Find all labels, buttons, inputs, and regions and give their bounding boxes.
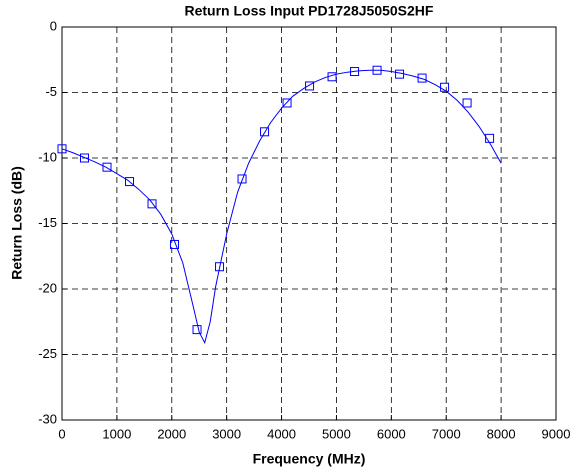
marker <box>305 81 315 91</box>
x-tick-label: 9000 <box>542 426 571 441</box>
marker <box>485 133 495 143</box>
marker <box>57 144 67 154</box>
marker <box>372 65 382 75</box>
marker <box>462 98 472 108</box>
marker <box>282 98 292 108</box>
x-tick-label: 2000 <box>157 426 186 441</box>
x-tick-label: 6000 <box>377 426 406 441</box>
marker <box>125 177 135 187</box>
plot-frame <box>61 26 557 421</box>
line <box>61 69 502 345</box>
y-tick-label: -30 <box>38 411 57 426</box>
y-tick-label: -25 <box>38 346 57 361</box>
chart-title: Return Loss Input PD1728J5050S2HF <box>185 3 434 19</box>
marker <box>260 127 270 137</box>
marker <box>417 73 427 83</box>
y-tick-label: -15 <box>38 215 57 230</box>
y-tick-label: -10 <box>38 149 57 164</box>
x-tick-label: 1000 <box>102 426 131 441</box>
marker <box>237 174 247 184</box>
x-tick-label: 3000 <box>212 426 241 441</box>
marker <box>350 67 360 77</box>
y-tick-label: -5 <box>45 84 57 99</box>
marker <box>170 239 180 249</box>
x-tick-label: 0 <box>58 426 65 441</box>
x-tick-label: 5000 <box>322 426 351 441</box>
marker <box>395 69 405 79</box>
marker <box>80 153 90 163</box>
marker <box>327 72 337 82</box>
x-tick-label: 4000 <box>267 426 296 441</box>
marker <box>147 199 157 209</box>
marker <box>215 262 225 272</box>
marker <box>440 82 450 92</box>
marker <box>102 162 112 172</box>
x-axis-label: Frequency (MHz) <box>253 451 366 467</box>
y-tick-label: -20 <box>38 280 57 295</box>
x-tick-label: 8000 <box>487 426 516 441</box>
x-tick-label: 7000 <box>432 426 461 441</box>
y-axis-label: Return Loss (dB) <box>9 166 25 280</box>
marker <box>192 325 202 335</box>
y-tick-label: 0 <box>50 18 57 33</box>
